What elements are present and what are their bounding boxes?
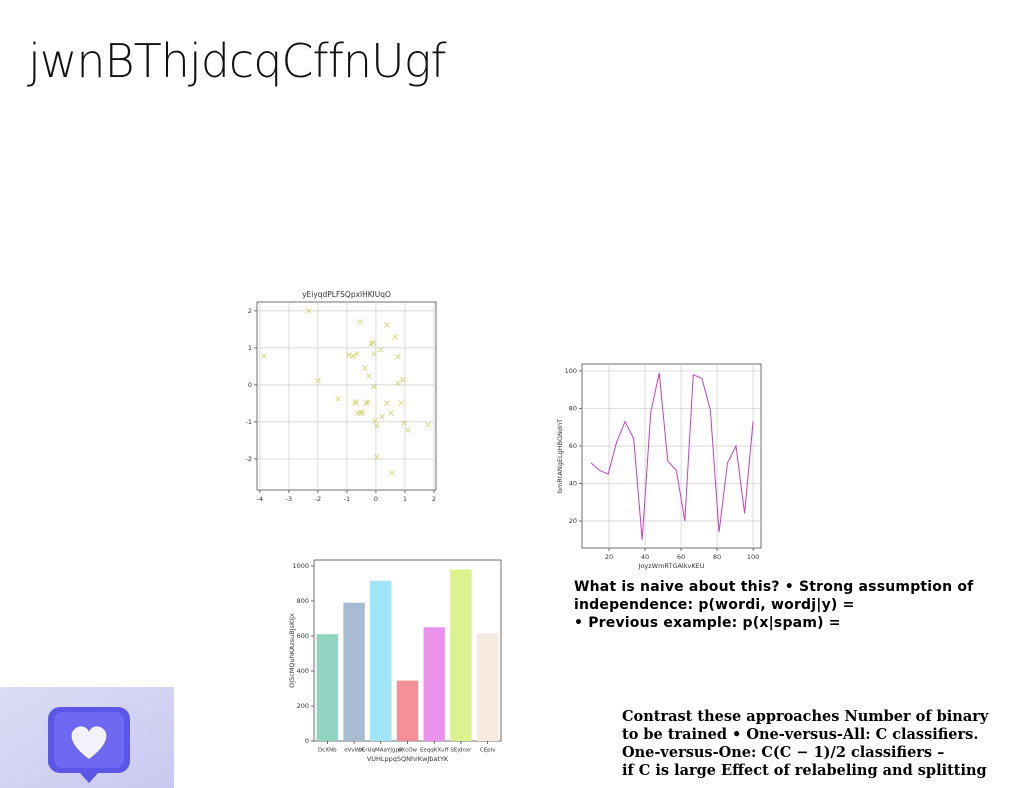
bar [476, 633, 499, 741]
x-tick-label: -1 [344, 495, 350, 503]
x-tick-label: EeqqKXuff [420, 748, 449, 754]
x-tick-label: -2 [315, 495, 321, 503]
x-axis-label: JoyzWmRTGAlkvKEU [638, 562, 705, 570]
scatter-point [398, 400, 404, 406]
scatter-point [306, 308, 312, 314]
y-tick-label: 600 [297, 632, 309, 640]
scatter-point [365, 399, 371, 405]
scatter-point [373, 454, 380, 460]
scatter-point [371, 383, 377, 390]
y-tick-label: -2 [246, 455, 252, 463]
slide-title: jwnBThjdcqCffnUgf [28, 34, 447, 88]
scatter-point [355, 410, 361, 416]
y-tick-label: 400 [297, 667, 309, 675]
scatter-point [379, 413, 385, 420]
y-tick-label: 100 [565, 367, 577, 375]
heart-icon-image [0, 687, 174, 788]
y-tick-label: 20 [569, 517, 577, 525]
scatter-point [353, 350, 360, 357]
bar [423, 627, 445, 741]
x-tick-label: 20 [605, 553, 613, 561]
x-tick-label: -3 [286, 495, 292, 503]
text-line: to be trained • One-versus-All: C classi… [622, 726, 979, 743]
x-tick-label: 100 [747, 553, 759, 561]
scatter-point [384, 400, 390, 406]
bar [343, 602, 365, 741]
scatter-point [315, 378, 321, 384]
y-axis-label: OjScMQuhKAzsuBJsKIjx [288, 613, 296, 688]
scatter-point [373, 423, 380, 429]
scatter-point [372, 417, 378, 424]
bar [370, 580, 392, 741]
scatter-point [346, 352, 352, 358]
scatter-point [395, 353, 401, 360]
text-line: What is naive about this? • Strong assum… [574, 579, 974, 595]
line-series [590, 372, 754, 540]
x-tick-label: 2 [432, 495, 436, 503]
x-tick-label: 40 [641, 553, 649, 561]
scatter-point [335, 396, 341, 402]
scatter-point [378, 346, 384, 353]
text-block: What is naive about this? • Strong assum… [574, 578, 973, 632]
text-block: Contrast these approaches Number of bina… [622, 708, 988, 780]
bar [396, 680, 419, 741]
y-tick-label: 0 [305, 737, 309, 745]
text-line: independence: p(wordi, wordj|y) = [574, 597, 855, 613]
bar [450, 569, 472, 741]
y-tick-label: 60 [569, 442, 577, 450]
y-tick-label: 40 [569, 479, 577, 487]
x-tick-label: uXcOw [398, 748, 418, 754]
y-tick-label: 200 [297, 702, 309, 710]
scatter-point [388, 410, 394, 416]
y-axis-label: bmRtANgELgHBGNdnT [556, 419, 564, 493]
text-line: One-versus-One: C(C − 1)/2 classifiers – [622, 744, 945, 761]
scatter-point [405, 427, 411, 433]
scatter-point [384, 322, 390, 328]
scatter-point [359, 409, 365, 415]
text-line: Contrast these approaches Number of bina… [622, 708, 989, 725]
x-tick-label: sErUqMAaYJgpR [359, 748, 403, 754]
x-tick-label: eVvWX [344, 748, 364, 754]
y-tick-label: 800 [297, 597, 309, 605]
scatter-point [352, 399, 358, 405]
y-tick-label: 1 [248, 344, 252, 352]
scatter-point [366, 373, 372, 379]
x-tick-label: CEpiv [480, 748, 496, 754]
scatter-point [350, 353, 356, 359]
scatter-point [400, 376, 406, 383]
y-tick-label: 80 [569, 404, 577, 412]
bar [316, 634, 339, 741]
scatter-point [392, 333, 398, 340]
scatter-point [389, 470, 395, 476]
y-tick-label: -1 [246, 418, 252, 426]
y-tick-label: 1000 [292, 562, 309, 570]
scatter-point [357, 319, 363, 325]
y-tick-label: 2 [248, 307, 252, 315]
x-tick-label: 60 [677, 553, 685, 561]
scatter-point [371, 350, 377, 357]
scatter-point [370, 339, 376, 346]
text-line: • Previous example: p(x|spam) = [574, 615, 841, 631]
scatter-point [261, 353, 267, 359]
chart-title: yEiyqdPLFSQpxlHKlUqO [302, 290, 391, 299]
x-tick-label: -4 [257, 495, 263, 503]
plot-area [256, 301, 437, 491]
x-tick-label: 80 [713, 553, 721, 561]
scatter-point [425, 422, 431, 428]
x-tick-label: 1 [403, 495, 407, 503]
scatter-point [362, 365, 368, 371]
x-tick-label: 0 [374, 495, 378, 503]
x-tick-label: DcXNb [318, 748, 337, 754]
text-line: if C is large Effect of relabeling and s… [622, 762, 987, 779]
scatter-point [401, 420, 407, 426]
scatter-point [395, 380, 401, 386]
x-axis-label: VUHLppqSQNhrKwJbatYK [367, 755, 449, 763]
y-tick-label: 0 [248, 381, 252, 389]
x-tick-label: SEjdnxr [450, 748, 472, 754]
